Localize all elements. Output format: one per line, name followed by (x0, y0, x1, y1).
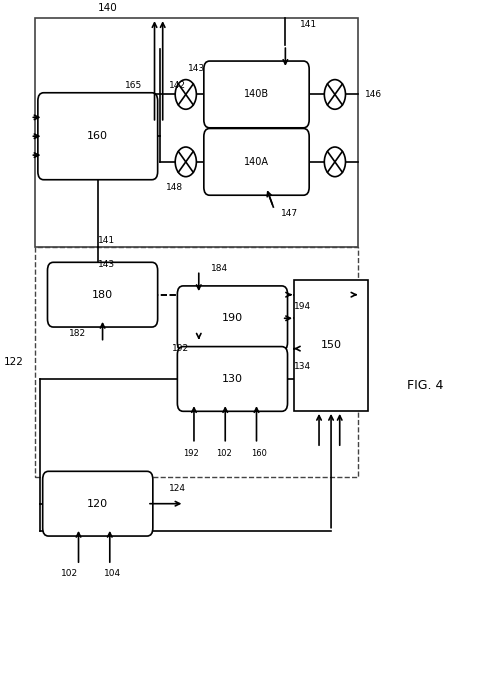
Text: 182: 182 (68, 329, 86, 338)
Text: 192: 192 (172, 344, 189, 353)
Text: 140B: 140B (244, 89, 269, 100)
Text: 142: 142 (169, 81, 186, 90)
Text: 140A: 140A (244, 157, 269, 167)
Text: 102: 102 (62, 569, 78, 578)
Text: 146: 146 (365, 90, 382, 99)
Text: 143: 143 (98, 260, 115, 269)
FancyBboxPatch shape (43, 471, 153, 536)
Text: 192: 192 (183, 450, 198, 458)
Text: 194: 194 (294, 302, 311, 311)
Text: 147: 147 (281, 209, 298, 218)
Text: 104: 104 (104, 569, 121, 578)
Text: 102: 102 (216, 450, 232, 458)
Bar (294, 280, 369, 411)
FancyBboxPatch shape (204, 61, 309, 128)
Text: 134: 134 (294, 362, 311, 371)
Text: 141: 141 (98, 236, 115, 245)
Text: 124: 124 (169, 484, 186, 494)
Text: 140: 140 (98, 3, 118, 13)
FancyBboxPatch shape (48, 262, 158, 327)
Bar (35, 18, 358, 248)
Circle shape (324, 147, 346, 177)
Text: 190: 190 (222, 313, 243, 324)
Text: 180: 180 (92, 290, 113, 300)
Text: 165: 165 (125, 81, 142, 90)
Text: 143: 143 (188, 64, 205, 73)
FancyBboxPatch shape (38, 93, 158, 179)
FancyBboxPatch shape (178, 347, 288, 412)
Text: 150: 150 (320, 341, 342, 350)
Text: 148: 148 (166, 183, 184, 192)
Text: 130: 130 (222, 374, 243, 384)
FancyBboxPatch shape (204, 129, 309, 195)
Text: 120: 120 (87, 499, 108, 508)
Circle shape (175, 147, 196, 177)
Circle shape (324, 80, 346, 109)
Text: 184: 184 (211, 264, 228, 273)
Text: 141: 141 (300, 20, 317, 30)
Bar (35, 248, 358, 477)
Text: 122: 122 (3, 357, 23, 367)
Text: 160: 160 (87, 131, 108, 141)
Text: 160: 160 (251, 450, 267, 458)
Circle shape (175, 80, 196, 109)
Text: FIG. 4: FIG. 4 (407, 379, 443, 392)
FancyBboxPatch shape (178, 286, 288, 351)
